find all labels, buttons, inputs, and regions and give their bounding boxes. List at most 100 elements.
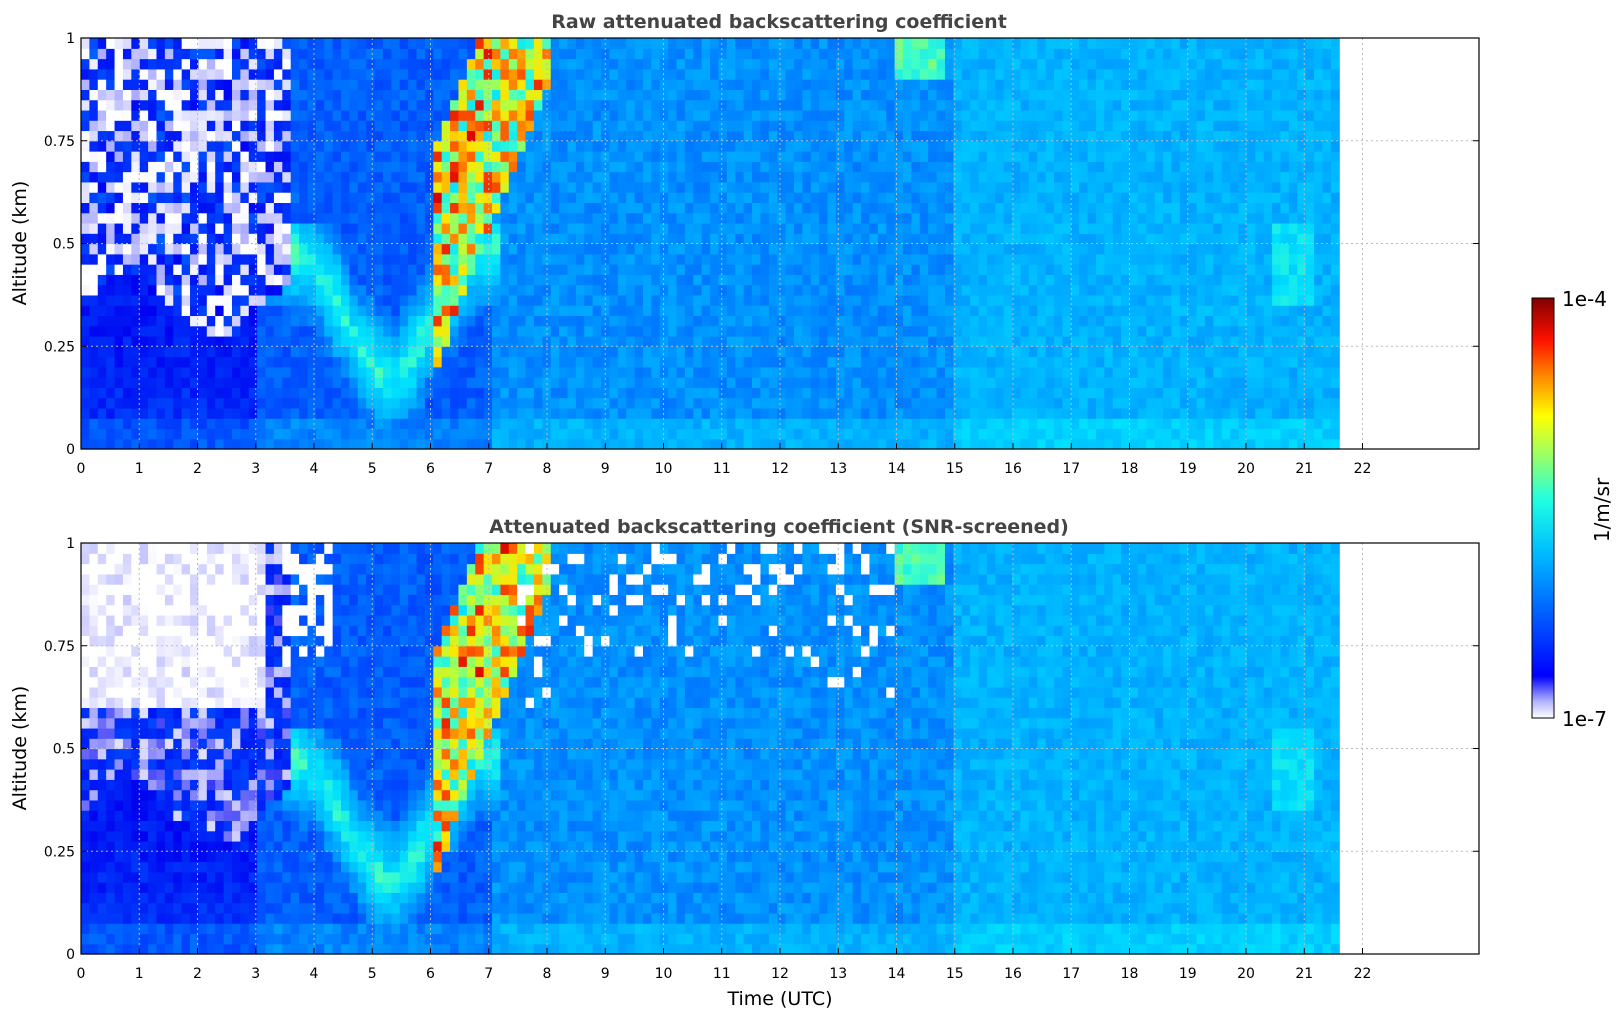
heatmap-cell [861, 377, 871, 388]
heatmap-cell [299, 38, 309, 49]
heatmap-cell [668, 58, 678, 70]
heatmap-cell [651, 140, 661, 152]
heatmap-cell [131, 48, 141, 60]
heatmap-cell [483, 294, 493, 306]
heatmap-cell [324, 130, 334, 142]
heatmap-cell [726, 130, 736, 142]
heatmap-cell [810, 346, 820, 358]
heatmap-cell [332, 325, 342, 337]
heatmap-cell [601, 192, 611, 204]
heatmap-cell [458, 387, 468, 399]
heatmap-cell [617, 346, 627, 358]
heatmap-cell [827, 68, 837, 80]
heatmap-cell [215, 274, 225, 286]
heatmap-cell [114, 58, 124, 70]
heatmap-cell [785, 79, 795, 90]
heatmap-cell [399, 438, 409, 450]
heatmap-cell [206, 274, 216, 286]
heatmap-cell [819, 130, 829, 142]
heatmap-cell [458, 397, 468, 409]
heatmap-cell [1045, 181, 1055, 193]
heatmap-cell [441, 335, 451, 347]
heatmap-cell [156, 48, 166, 60]
heatmap-cell [215, 335, 225, 347]
heatmap-cell [231, 335, 241, 347]
heatmap-cell [223, 387, 233, 399]
heatmap-cell [575, 38, 585, 49]
heatmap-cell [852, 233, 862, 245]
heatmap-cell [366, 387, 376, 399]
heatmap-cell [357, 428, 367, 440]
heatmap-cell [810, 407, 820, 419]
heatmap-cell [852, 377, 862, 388]
heatmap-cell [752, 377, 762, 388]
heatmap-cell [802, 79, 812, 90]
heatmap-cell [844, 346, 854, 358]
heatmap-cell [366, 161, 376, 173]
heatmap-cell [240, 222, 250, 234]
heatmap-cell [349, 315, 359, 327]
heatmap-cell [215, 212, 225, 224]
heatmap-cell [215, 181, 225, 193]
heatmap-cell [533, 151, 543, 162]
heatmap-cell [995, 68, 1005, 80]
heatmap-cell [114, 335, 124, 347]
heatmap-cell [726, 377, 736, 388]
heatmap-cell [936, 109, 946, 121]
heatmap-cell [877, 89, 887, 101]
heatmap-cell [877, 202, 887, 214]
heatmap-cell [215, 48, 225, 60]
heatmap-cell [500, 222, 510, 234]
heatmap-cell [1070, 366, 1080, 378]
heatmap-cell [903, 120, 913, 132]
heatmap-cell [391, 274, 401, 286]
heatmap-cell [1045, 212, 1055, 224]
heatmap-cell [391, 346, 401, 358]
heatmap-cell [542, 284, 552, 296]
heatmap-cell [416, 335, 426, 347]
heatmap-cell [911, 377, 921, 388]
heatmap-cell [785, 89, 795, 101]
heatmap-cell [1003, 48, 1013, 60]
heatmap-cell [760, 253, 770, 265]
heatmap-cell [391, 387, 401, 399]
heatmap-cell [257, 222, 267, 234]
heatmap-cell [341, 181, 351, 193]
heatmap-cell [559, 305, 569, 317]
heatmap-cell [332, 397, 342, 409]
heatmap-cell [735, 294, 745, 306]
heatmap-cell [877, 171, 887, 183]
heatmap-cell [710, 305, 720, 317]
heatmap-cell [307, 438, 317, 450]
heatmap-cell [903, 438, 913, 450]
heatmap-cell [693, 377, 703, 388]
heatmap-cell [114, 140, 124, 152]
heatmap-cell [911, 161, 921, 173]
heatmap-cell [206, 192, 216, 204]
heatmap-cell [424, 181, 434, 193]
heatmap-cell [290, 192, 300, 204]
heatmap-cell [1121, 212, 1131, 224]
heatmap-cell [500, 387, 510, 399]
heatmap-cell [1020, 79, 1030, 90]
heatmap-cell [651, 38, 661, 49]
heatmap-cell [1104, 346, 1114, 358]
heatmap-cell [341, 161, 351, 173]
heatmap-cell [408, 356, 418, 368]
heatmap-cell [89, 192, 99, 204]
heatmap-cell [450, 335, 460, 347]
heatmap-cell [1012, 109, 1022, 121]
heatmap-cell [726, 222, 736, 234]
heatmap-cell [156, 79, 166, 90]
heatmap-cell [441, 428, 451, 440]
heatmap-cell [827, 140, 837, 152]
heatmap-cell [559, 325, 569, 337]
heatmap-cell [1054, 335, 1063, 347]
heatmap-cell [131, 58, 141, 70]
heatmap-cell [374, 171, 384, 183]
heatmap-cell [500, 171, 510, 183]
heatmap-cell [1112, 264, 1122, 275]
heatmap-cell [643, 397, 652, 409]
heatmap-cell [433, 161, 443, 173]
heatmap-cell [374, 366, 384, 378]
